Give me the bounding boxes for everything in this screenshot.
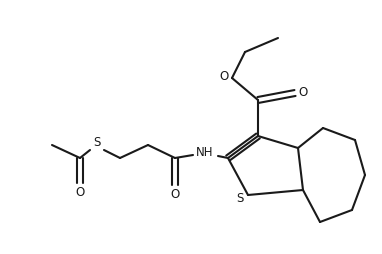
Text: S: S [93,136,101,150]
Text: O: O [170,187,180,200]
Text: O: O [219,71,228,84]
Text: O: O [298,87,308,100]
Text: S: S [236,193,244,205]
Text: O: O [75,185,85,198]
Text: NH: NH [196,146,214,158]
